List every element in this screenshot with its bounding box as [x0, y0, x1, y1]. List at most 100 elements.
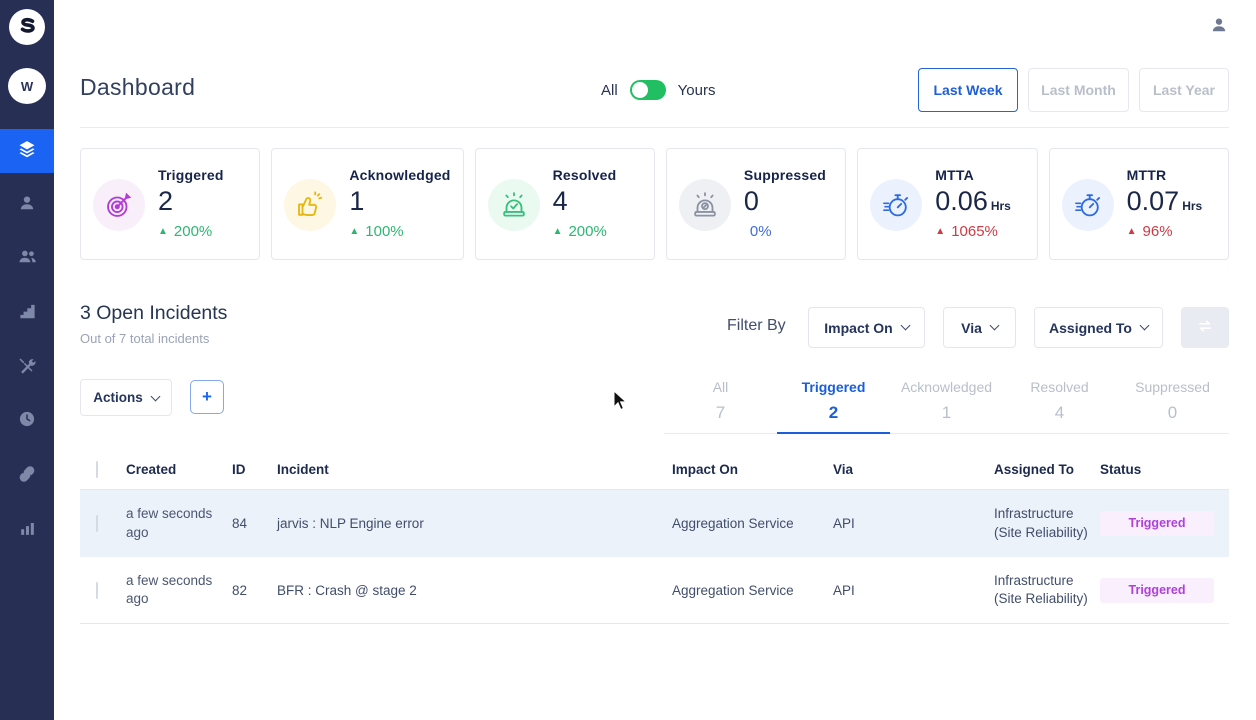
via-cell: API [833, 582, 855, 598]
squadcast-logo-icon[interactable] [9, 9, 45, 45]
stat-value: 0 [743, 186, 759, 216]
sidebar-item-integrations[interactable] [0, 454, 54, 498]
tab-resolved[interactable]: Resolved 4 [1030, 379, 1089, 422]
refresh-button[interactable] [1181, 307, 1229, 348]
account-button[interactable] [1209, 15, 1229, 40]
header-divider [80, 127, 1229, 128]
last-week-button[interactable]: Last Week [918, 68, 1018, 112]
status-badge: Triggered [1100, 577, 1214, 603]
refresh-icon [1194, 315, 1216, 340]
stat-change: ▲ 200% [158, 223, 213, 240]
sidebar-item-analytics[interactable] [0, 509, 54, 553]
via-filter[interactable]: Via [943, 307, 1016, 348]
sidebar-item-escalation[interactable] [0, 292, 54, 336]
open-incidents-subtitle: Out of 7 total incidents [80, 331, 210, 346]
stat-label: Suppressed [743, 167, 827, 183]
mouse-cursor [612, 389, 628, 417]
chevron-down-icon [900, 320, 911, 331]
toggle-left-label: All [601, 81, 618, 99]
add-incident-button[interactable]: + [190, 380, 224, 414]
col-assigned-to: Assigned To [994, 462, 1075, 477]
tab-triggered[interactable]: Triggered 2 [777, 374, 890, 434]
row-checkbox[interactable] [96, 515, 98, 532]
assigned-to-filter[interactable]: Assigned To [1034, 307, 1163, 348]
scope-toggle-group: All Yours [601, 80, 715, 100]
target-icon [93, 179, 145, 231]
bar-chart-icon [18, 519, 37, 543]
incident-cell[interactable]: BFR : Crash @ stage 2 [277, 582, 417, 598]
col-incident: Incident [277, 462, 329, 477]
link-icon [17, 464, 37, 489]
via-cell: API [833, 516, 855, 531]
status-badge: Triggered [1100, 511, 1214, 536]
row-checkbox[interactable] [96, 581, 98, 599]
table-row[interactable]: a few seconds ago 82 BFR : Crash @ stage… [80, 557, 1229, 624]
col-via: Via [833, 462, 854, 477]
sidebar-item-profile[interactable] [0, 183, 54, 227]
col-id: ID [232, 462, 246, 477]
stopwatch-icon [1061, 179, 1114, 231]
assigned-to-cell: Infrastructure (Site Reliability) [994, 506, 1088, 540]
stat-card-acknowledged: Acknowledged 1 ▲ 100% [271, 148, 464, 260]
select-all-checkbox[interactable] [96, 461, 98, 478]
stat-card-suppressed: Suppressed 0 0% [665, 148, 847, 260]
up-arrow-icon: ▲ [552, 226, 563, 237]
table-row[interactable]: a few seconds ago 84 jarvis : NLP Engine… [80, 490, 1229, 557]
open-incidents-title: 3 Open Incidents [80, 302, 228, 324]
created-cell: a few seconds ago [126, 506, 213, 540]
id-cell: 84 [232, 516, 248, 531]
toggle-knob [631, 82, 648, 98]
stat-label: MTTA [935, 167, 974, 183]
stat-value: 1 [349, 186, 365, 216]
stat-label: Resolved [552, 167, 617, 183]
sidebar-item-schedules[interactable] [0, 399, 54, 443]
sidebar: W [0, 0, 54, 720]
stat-label: MTTR [1126, 167, 1167, 183]
sidebar-item-incidents[interactable] [0, 129, 54, 173]
last-year-button[interactable]: Last Year [1139, 68, 1229, 112]
stat-card-mttr: MTTR 0.07 Hrs ▲ 96% [1048, 148, 1229, 260]
table-header-row: Created ID Incident Impact On Via Assign… [80, 450, 1229, 490]
thumbs-up-icon [284, 179, 337, 231]
stat-change: ▲ 1065% [935, 223, 998, 240]
actions-button[interactable]: Actions [80, 379, 172, 416]
all-yours-toggle[interactable] [629, 80, 666, 100]
assigned-to-cell: Infrastructure (Site Reliability) [994, 572, 1088, 606]
stat-change: ▲ 200% [552, 223, 607, 240]
tab-all[interactable]: All 7 [712, 379, 729, 422]
stat-label: Triggered [158, 167, 224, 183]
siren-slash-icon [678, 179, 731, 231]
incidents-table: Created ID Incident Impact On Via Assign… [80, 450, 1229, 624]
incident-cell[interactable]: jarvis : NLP Engine error [277, 516, 424, 531]
sidebar-item-teams[interactable] [0, 237, 54, 281]
created-cell: a few seconds ago [126, 572, 213, 606]
tools-icon [17, 356, 37, 381]
last-month-button[interactable]: Last Month [1028, 68, 1129, 112]
tab-suppressed[interactable]: Suppressed 0 [1135, 379, 1210, 422]
stat-card-mtta: MTTA 0.06 Hrs ▲ 1065% [857, 148, 1038, 260]
user-icon [1209, 18, 1229, 39]
page-title: Dashboard [80, 74, 196, 100]
siren-check-icon [487, 179, 540, 231]
toggle-right-label: Yours [677, 81, 716, 99]
impact-on-filter[interactable]: Impact On [808, 307, 925, 348]
users-icon [17, 246, 38, 272]
tab-acknowledged[interactable]: Acknowledged 1 [900, 379, 993, 422]
stairs-icon [18, 302, 37, 326]
stat-value: 0.06 Hrs [935, 186, 1011, 216]
stat-card-resolved: Resolved 4 ▲ 200% [474, 148, 655, 260]
workspace-avatar[interactable]: W [8, 68, 46, 104]
col-status: Status [1100, 462, 1142, 477]
filter-by-label: Filter By [727, 317, 786, 334]
id-cell: 82 [232, 582, 248, 598]
up-arrow-icon: ▲ [158, 226, 168, 237]
col-impact-on: Impact On [672, 462, 739, 477]
chevron-down-icon [150, 391, 161, 401]
sidebar-item-services[interactable] [0, 346, 54, 390]
stat-change: 0% [749, 223, 772, 240]
impact-on-cell: Aggregation Service [672, 516, 794, 531]
chevron-down-icon [1139, 320, 1150, 331]
stat-change: ▲ 100% [349, 223, 404, 240]
up-arrow-icon: ▲ [349, 226, 360, 237]
